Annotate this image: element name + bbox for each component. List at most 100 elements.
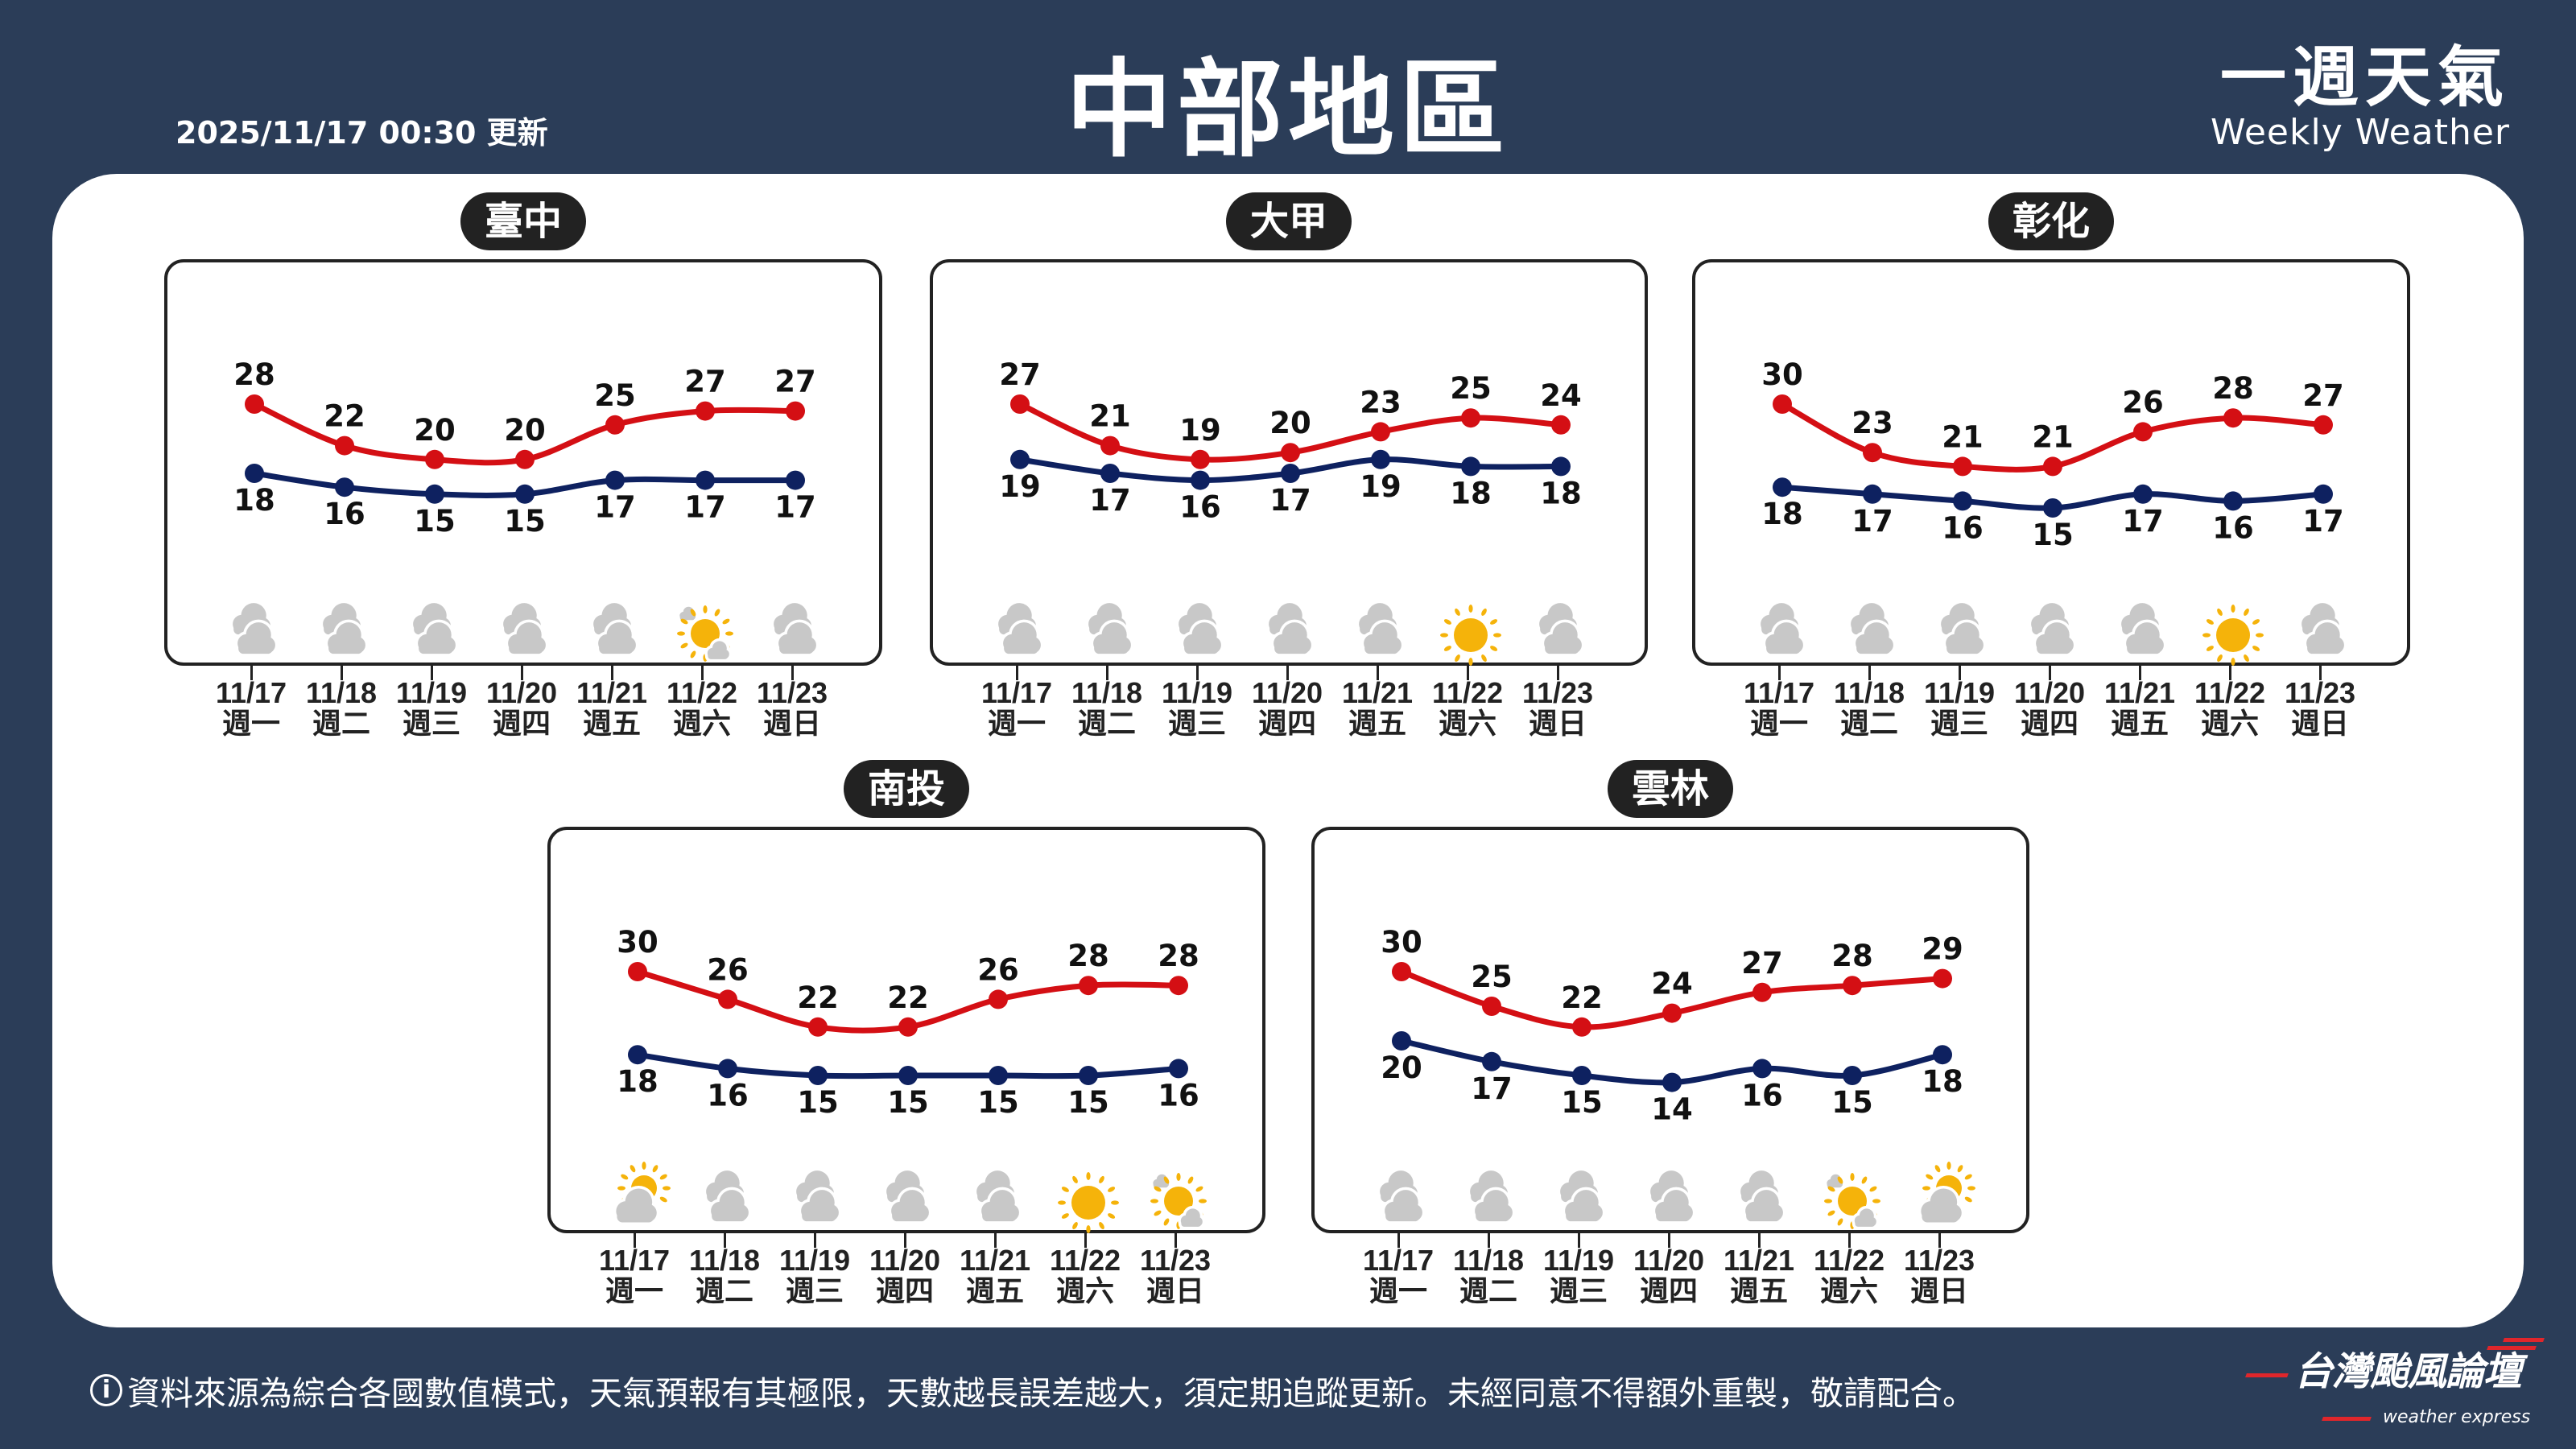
high-temperature-point [245, 394, 264, 414]
low-temperature-label: 15 [1831, 1085, 1873, 1120]
axis-tick [1578, 1233, 1580, 1248]
high-temperature-point [1843, 976, 1862, 996]
low-temperature-label: 14 [1651, 1092, 1693, 1127]
low-temperature-point [1169, 1059, 1188, 1079]
weekday-label: 週一 [605, 1274, 663, 1307]
date-label: 11/18 [1452, 1244, 1525, 1277]
weekday-label: 週日 [2290, 707, 2349, 740]
low-temperature-point [1953, 491, 1972, 511]
axis-tick [701, 666, 704, 680]
high-temperature-label: 28 [1831, 939, 1873, 973]
axis-tick [1959, 666, 1961, 680]
high-temperature-label: 20 [414, 413, 456, 448]
weekday-label: 週三 [1167, 707, 1226, 740]
low-temperature-label: 15 [1561, 1085, 1603, 1120]
axis-tick [1557, 666, 1559, 680]
low-temperature-point [1482, 1051, 1501, 1071]
date-label: 11/18 [688, 1244, 761, 1277]
low-temperature-point [2043, 498, 2062, 518]
date-label: 11/22 [2194, 676, 2266, 709]
low-temperature-label: 16 [707, 1078, 749, 1113]
cloudy-icon [1740, 1170, 1786, 1224]
axis-tick [634, 1233, 636, 1248]
high-temperature-label: 27 [2302, 378, 2344, 413]
low-temperature-label: 18 [233, 483, 275, 518]
sunny-icon [1058, 1172, 1119, 1233]
date-label: 11/23 [1521, 676, 1594, 709]
cloudy-icon [1539, 603, 1585, 657]
high-temperature-point [786, 401, 805, 421]
low-temperature-point [696, 470, 715, 490]
low-temperature-label: 18 [1450, 476, 1492, 510]
high-temperature-label: 26 [977, 952, 1019, 987]
axis-tick [1758, 1233, 1761, 1248]
temperature-chart: 30 26 22 22 26 28 28 18 16 15 15 15 15 16 [613, 925, 1207, 1233]
region-name-badge: 南投 [843, 760, 970, 818]
date-label: 11/18 [1071, 676, 1143, 709]
low-temperature-point [1863, 484, 1882, 504]
axis-tick [1467, 666, 1469, 680]
low-temperature-point [1551, 456, 1571, 477]
region-name-badge: 大甲 [1225, 192, 1352, 250]
brand-title: 一週天氣 [2219, 39, 2510, 116]
weekday-label: 週三 [402, 707, 460, 740]
weekday-label: 週一 [221, 707, 280, 740]
cloudy-icon [796, 1170, 842, 1224]
date-label: 11/20 [869, 1244, 941, 1277]
date-label: 11/22 [1431, 676, 1504, 709]
sunny-few-clouds-icon [677, 605, 733, 663]
weekday-label: 週日 [1146, 1274, 1204, 1307]
low-temperature-point [605, 470, 625, 490]
temperature-chart: 28 22 20 20 25 27 27 18 16 15 15 17 17 17 [233, 357, 819, 663]
cloudy-icon [233, 603, 279, 657]
date-label: 11/17 [598, 1244, 671, 1277]
axis-tick [1397, 1233, 1400, 1248]
sunny-few-clouds-icon [1150, 1173, 1207, 1230]
high-temperature-label: 29 [1922, 932, 1963, 967]
low-temperature-label: 17 [1269, 483, 1311, 518]
date-label: 11/17 [980, 676, 1053, 709]
low-temperature-point [1933, 1045, 1952, 1065]
low-temperature-label: 20 [1381, 1051, 1422, 1085]
low-temperature-label: 18 [1540, 476, 1582, 510]
low-temperature-point [515, 484, 535, 504]
high-temperature-label: 27 [774, 365, 816, 399]
high-temperature-point [515, 449, 535, 469]
high-temperature-point [1461, 408, 1480, 428]
high-temperature-point [2043, 456, 2062, 477]
high-temperature-point [1863, 443, 1882, 463]
weekday-label: 週四 [492, 707, 551, 740]
low-temperature-label: 15 [1067, 1085, 1109, 1120]
high-temperature-point [2314, 415, 2333, 435]
high-temperature-label: 27 [1741, 946, 1783, 980]
cloudy-icon [1088, 603, 1134, 657]
high-temperature-label: 28 [233, 357, 275, 392]
partly-cloudy-icon [613, 1162, 671, 1225]
high-temperature-point [1773, 394, 1792, 414]
cloudy-icon [413, 603, 459, 657]
cloudy-icon [1941, 603, 1987, 657]
high-temperature-label: 21 [1942, 419, 1984, 454]
low-temperature-label: 16 [324, 497, 365, 531]
date-label: 11/18 [305, 676, 378, 709]
high-temperature-point [1392, 962, 1411, 981]
high-temperature-label: 25 [1450, 371, 1492, 406]
low-temperature-point [2133, 484, 2153, 504]
low-temperature-point [718, 1059, 737, 1079]
cloudy-icon [323, 603, 369, 657]
brand-subtitle: Weekly Weather [2210, 112, 2510, 153]
high-temperature-label: 20 [504, 413, 546, 448]
high-temperature-label: 30 [1381, 925, 1422, 960]
axis-tick [611, 666, 613, 680]
axis-tick [1938, 1233, 1941, 1248]
date-label: 11/22 [1049, 1244, 1121, 1277]
logo-stripe [2503, 1338, 2545, 1342]
high-temperature-label: 21 [1089, 399, 1131, 434]
low-temperature-label: 19 [999, 469, 1041, 504]
low-temperature-label: 17 [1852, 504, 1893, 539]
high-temperature-point [605, 415, 625, 435]
high-temperature-point [1662, 1003, 1682, 1023]
weekday-label: 週三 [1549, 1274, 1608, 1307]
update-timestamp: 2025/11/17 00:30 更新 [175, 115, 548, 151]
high-temperature-point [1482, 997, 1501, 1016]
